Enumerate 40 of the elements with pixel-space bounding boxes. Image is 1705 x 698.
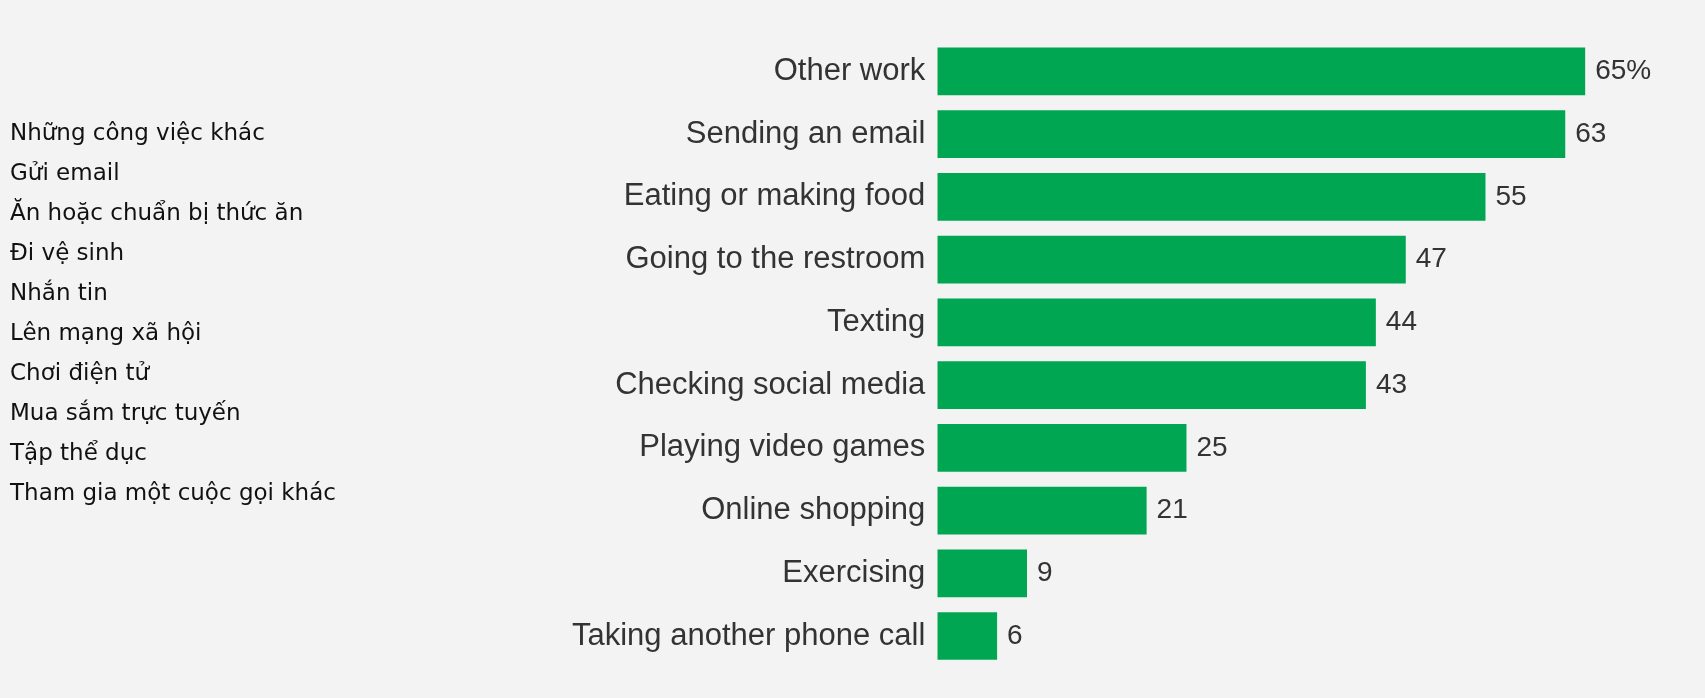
text: Đi vệ sinh xyxy=(10,238,126,267)
text: Mua sắm trực tuyến xyxy=(10,398,242,427)
text: Nhắn tin xyxy=(10,278,109,307)
y-tick-label: Other work xyxy=(773,51,926,87)
bar xyxy=(937,486,1147,535)
data-label: 43 xyxy=(1375,367,1408,399)
text: Tập thể dục xyxy=(10,438,148,467)
data-label: 65% xyxy=(1595,54,1652,86)
bar xyxy=(937,110,1566,158)
text: Lên mạng xã hội xyxy=(10,318,203,347)
y-tick-label: Eating or making food xyxy=(623,177,926,213)
text: Ăn hoặc chuẩn bị thức ăn xyxy=(10,197,305,227)
data-label: 55 xyxy=(1495,179,1527,211)
bar xyxy=(937,423,1187,472)
data-label: 44 xyxy=(1385,305,1418,337)
text: Gửi email xyxy=(10,158,121,187)
data-label: 9 xyxy=(1037,556,1053,588)
bar xyxy=(937,235,1406,284)
text: Chơi điện tử xyxy=(10,358,151,387)
y-tick-label: Texting xyxy=(827,302,926,338)
text: Những công việc khác xyxy=(10,118,266,147)
y-tick-label: Taking another phone call xyxy=(571,616,926,652)
y-tick-label: Checking social media xyxy=(615,365,927,401)
y-tick-label: Exercising xyxy=(782,553,926,589)
data-label: 6 xyxy=(1007,618,1023,650)
bar xyxy=(937,47,1586,96)
bar xyxy=(937,612,998,660)
data-label: 63 xyxy=(1575,116,1607,148)
data-label: 25 xyxy=(1196,430,1228,462)
bar xyxy=(937,298,1376,347)
y-tick-label: Going to the restroom xyxy=(625,240,926,276)
text: Tham gia một cuộc gọi khác xyxy=(10,478,336,507)
y-tick-label: Sending an email xyxy=(685,114,926,150)
data-label: 47 xyxy=(1415,242,1447,274)
bar xyxy=(937,173,1486,221)
bar xyxy=(937,549,1028,598)
bar xyxy=(937,361,1366,409)
y-tick-label: Playing video games xyxy=(639,428,926,464)
y-tick-label: Online shopping xyxy=(701,491,926,527)
data-label: 21 xyxy=(1156,493,1188,525)
